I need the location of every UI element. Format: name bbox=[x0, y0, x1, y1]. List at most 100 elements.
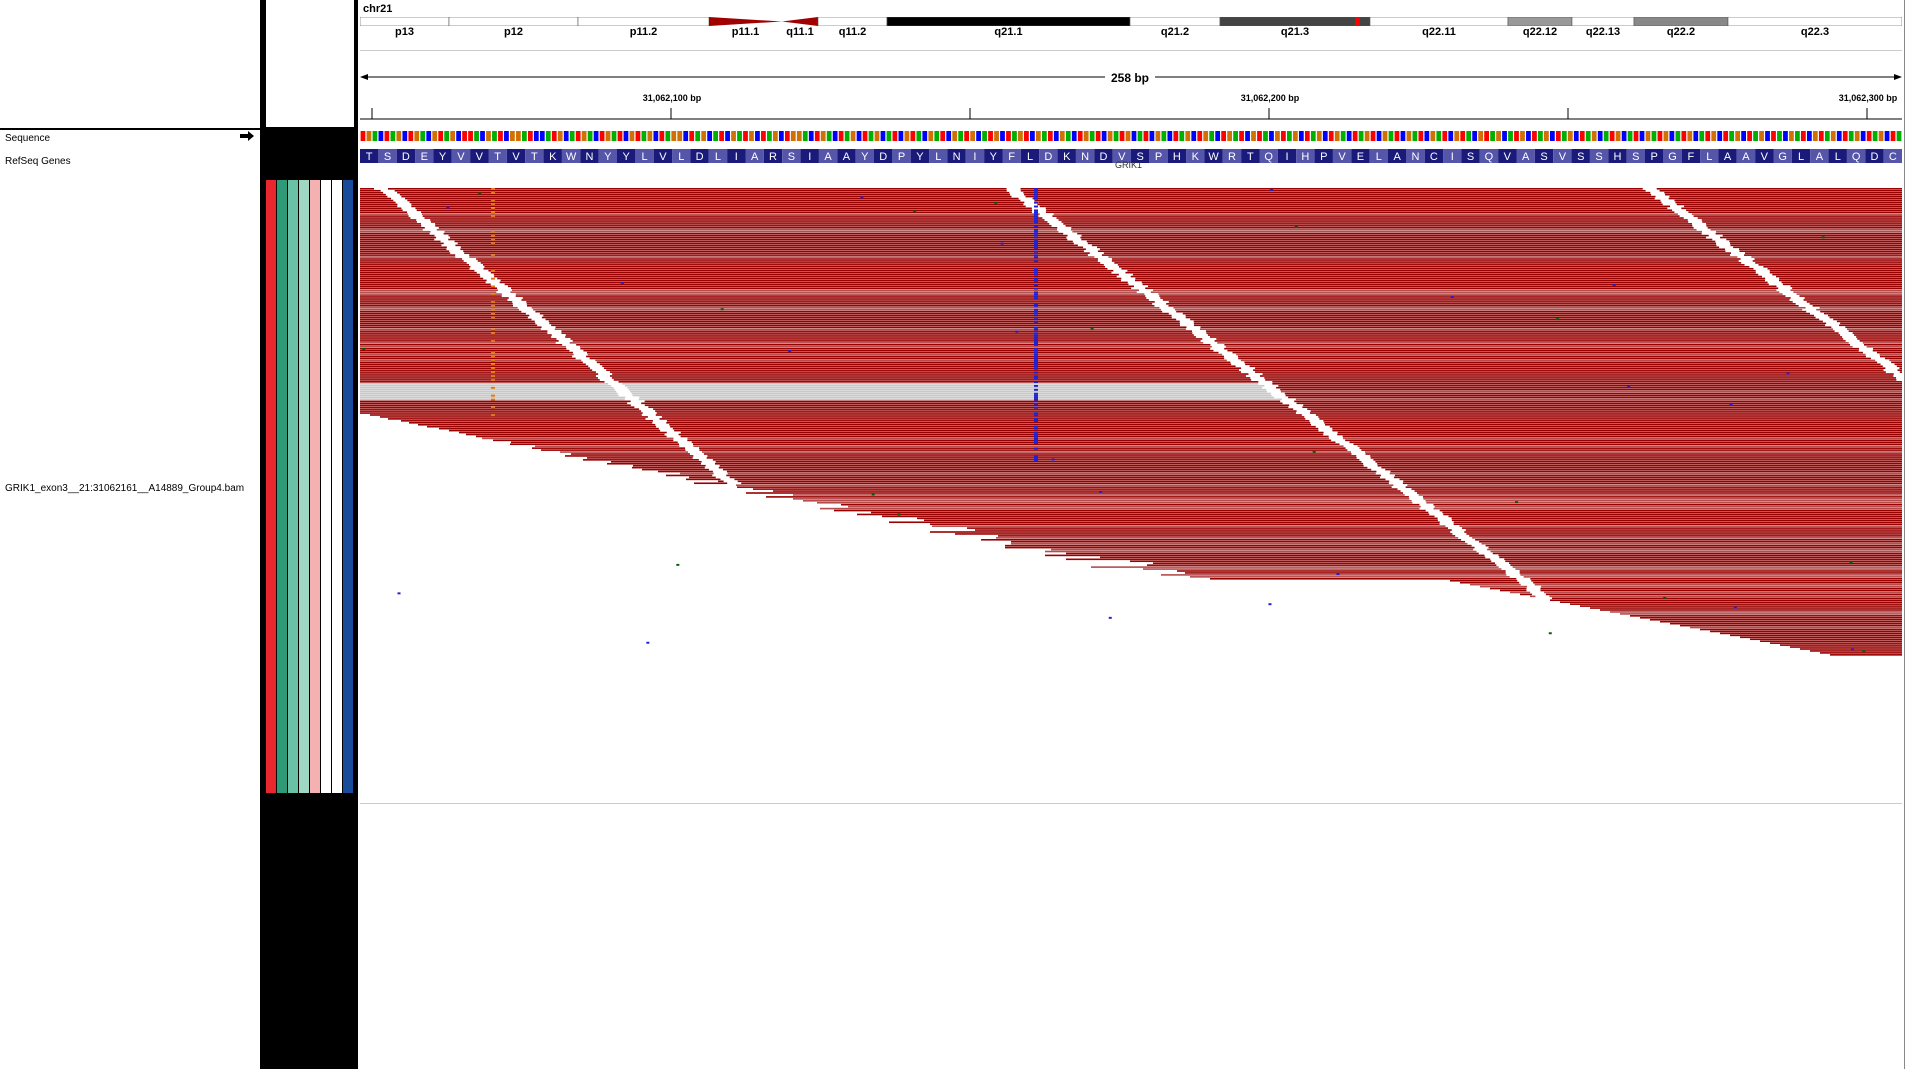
read bbox=[611, 377, 1251, 379]
read bbox=[1414, 490, 1902, 492]
ideogram-band bbox=[1633, 17, 1729, 26]
mismatch-base bbox=[1090, 327, 1094, 330]
nucleotide-base bbox=[1705, 131, 1711, 141]
read bbox=[1224, 347, 1860, 350]
amino-acid-cell bbox=[818, 149, 838, 163]
amino-acid-letter: T bbox=[366, 151, 373, 163]
read bbox=[565, 455, 694, 457]
ideogram-band-label: p13 bbox=[395, 26, 414, 38]
amino-acid-cell bbox=[672, 149, 691, 163]
mismatch-base bbox=[897, 513, 901, 516]
alignment-reads[interactable] bbox=[360, 188, 1902, 773]
read bbox=[360, 197, 392, 200]
mismatch-base bbox=[491, 199, 495, 202]
read bbox=[360, 400, 631, 403]
attribute-cell[interactable] bbox=[310, 180, 320, 793]
track-name-refseq-genes[interactable]: RefSeq Genes bbox=[5, 156, 71, 167]
attribute-cell[interactable] bbox=[266, 180, 276, 793]
attribute-cell[interactable] bbox=[277, 180, 287, 793]
nucleotide-base bbox=[994, 131, 999, 141]
track-name-alignment[interactable]: GRIK1_exon3__21:31062161__A14889_Group4.… bbox=[5, 483, 245, 494]
nucleotide-base bbox=[1191, 131, 1197, 141]
attribute-cell[interactable] bbox=[321, 180, 331, 793]
amino-acid-cell bbox=[1351, 149, 1370, 163]
read bbox=[1370, 457, 1902, 459]
attribute-cell[interactable] bbox=[288, 180, 298, 793]
nucleotide-base bbox=[1555, 131, 1561, 141]
mismatch-base bbox=[1034, 435, 1038, 438]
read bbox=[569, 342, 1204, 344]
read bbox=[1531, 579, 1902, 582]
read bbox=[1681, 207, 1902, 210]
sequence-track[interactable] bbox=[360, 131, 1902, 141]
mismatch-base bbox=[1034, 188, 1038, 190]
nucleotide-base bbox=[1071, 131, 1077, 141]
gene-label[interactable]: GRIK1 bbox=[1115, 160, 1143, 170]
read bbox=[1856, 336, 1902, 338]
nucleotide-base bbox=[1466, 131, 1472, 141]
read bbox=[639, 396, 1275, 399]
mismatch-base bbox=[491, 316, 495, 319]
read bbox=[360, 355, 573, 358]
attribute-cell[interactable] bbox=[332, 180, 342, 793]
attribute-cell[interactable] bbox=[299, 180, 309, 793]
read bbox=[360, 267, 470, 270]
read bbox=[1792, 287, 1902, 290]
nucleotide-base bbox=[468, 131, 473, 141]
read bbox=[1034, 199, 1661, 202]
mismatch-base bbox=[1034, 459, 1038, 461]
read bbox=[360, 260, 464, 262]
read bbox=[1512, 566, 1902, 568]
amino-acid-cell bbox=[360, 149, 379, 163]
track-name-sequence[interactable]: Sequence bbox=[5, 133, 51, 144]
read bbox=[360, 273, 480, 276]
read bbox=[1190, 318, 1820, 321]
read bbox=[459, 431, 667, 434]
read bbox=[729, 476, 1381, 479]
nucleotide-base bbox=[1800, 131, 1806, 141]
read bbox=[1733, 246, 1902, 249]
amino-acid-cell bbox=[782, 149, 801, 163]
data-panel-left-border bbox=[356, 0, 358, 1069]
read bbox=[603, 367, 1242, 369]
nucleotide-base bbox=[1024, 131, 1029, 141]
strand-arrow-icon[interactable] bbox=[240, 131, 254, 141]
read bbox=[1866, 345, 1902, 348]
read bbox=[549, 322, 1180, 325]
read bbox=[360, 349, 570, 352]
amino-acid-cell bbox=[617, 149, 636, 163]
amino-acid-letter: R bbox=[1228, 151, 1236, 163]
chromosome-ideogram[interactable] bbox=[360, 17, 1902, 26]
mismatch-base bbox=[491, 211, 495, 214]
read bbox=[609, 371, 1242, 373]
read bbox=[360, 365, 589, 368]
mismatch-base bbox=[1034, 384, 1038, 387]
position-ruler[interactable] bbox=[360, 104, 1902, 124]
mismatch-base bbox=[491, 207, 495, 210]
mismatch-base bbox=[1034, 308, 1038, 311]
read bbox=[1715, 232, 1902, 235]
read bbox=[1185, 314, 1814, 317]
nucleotide-base bbox=[952, 131, 958, 141]
nucleotide-base bbox=[515, 131, 521, 141]
mismatch-base bbox=[491, 351, 495, 354]
read bbox=[1236, 353, 1866, 356]
read bbox=[1422, 496, 1902, 498]
nucleotide-base bbox=[599, 131, 605, 141]
read bbox=[1373, 459, 1902, 461]
read bbox=[360, 342, 556, 344]
nucleotide-base bbox=[1436, 131, 1442, 141]
attribute-cell[interactable] bbox=[343, 180, 353, 793]
nucleotide-base bbox=[414, 131, 420, 141]
mismatch-base bbox=[1627, 386, 1631, 389]
read bbox=[1111, 260, 1739, 262]
amino-acid-cell bbox=[543, 149, 562, 163]
read bbox=[1207, 334, 1841, 336]
mismatch-base bbox=[1034, 340, 1038, 343]
mismatch-base bbox=[1034, 414, 1038, 417]
read bbox=[596, 361, 1231, 364]
amino-acid-letter: D bbox=[402, 151, 410, 163]
read bbox=[1523, 576, 1902, 578]
read bbox=[1701, 219, 1902, 221]
